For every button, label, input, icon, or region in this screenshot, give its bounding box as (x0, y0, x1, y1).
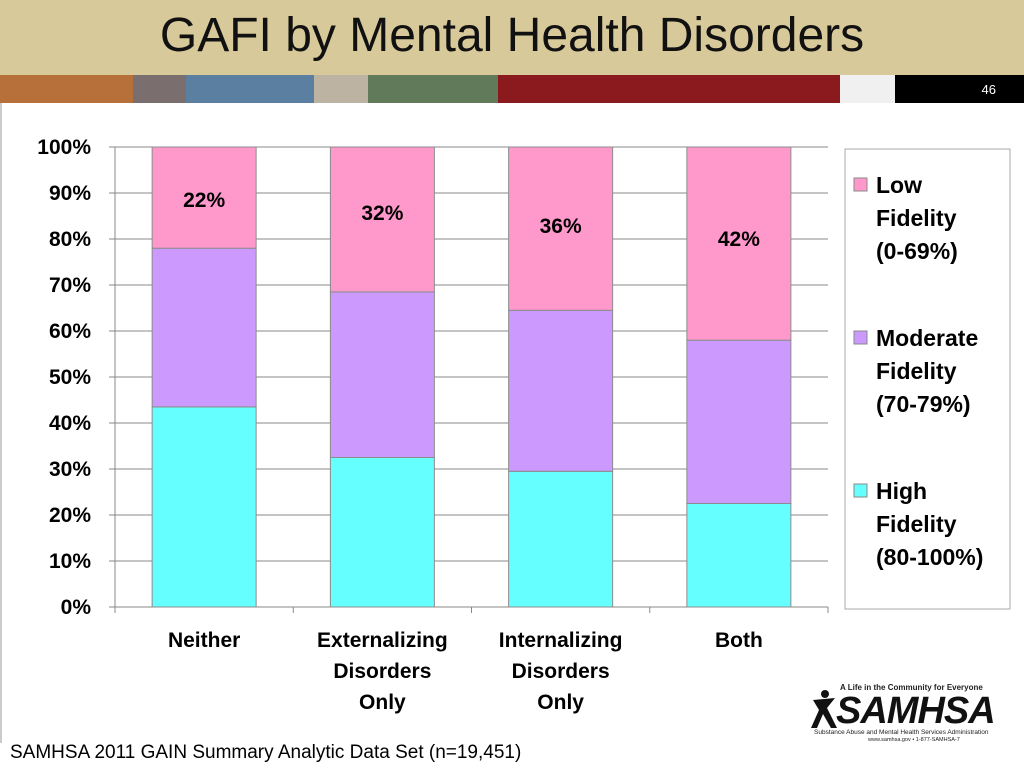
legend-label: Low (876, 172, 922, 198)
x-category-label: Externalizing (317, 629, 448, 652)
chart-area: 0% 10% 20% 30% 40% 50% 60% 70% 80% 90% 100% 22% Neit… (0, 103, 1024, 743)
bar-segment (151, 247, 257, 408)
legend-swatch (853, 483, 868, 498)
stripe-segment (498, 75, 840, 103)
legend-label: Fidelity (876, 205, 957, 231)
bar-segment (508, 309, 614, 472)
bar-segment (151, 406, 257, 608)
x-category-label: Neither (168, 629, 240, 652)
stripe-segment (368, 75, 498, 103)
x-category-label: Disorders (333, 660, 431, 683)
x-category-label: Internalizing (499, 629, 623, 652)
legend-swatch (853, 177, 868, 192)
color-stripe (0, 75, 1024, 103)
legend-label: (70-79%) (876, 391, 971, 417)
y-tick-label: 0% (61, 596, 92, 619)
logo-wordmark: SAMHSA (836, 690, 996, 732)
x-category-label: Disorders (512, 660, 610, 683)
y-tick-label: 80% (49, 228, 91, 251)
x-category-label: Only (537, 691, 584, 714)
y-tick-label: 70% (49, 274, 91, 297)
legend-label: High (876, 478, 927, 504)
bar-segment (686, 503, 792, 608)
legend-label: Fidelity (876, 358, 957, 384)
y-tick-label: 90% (49, 182, 91, 205)
stripe-segment (186, 75, 314, 103)
x-category-label: Both (715, 629, 763, 652)
y-tick-label: 60% (49, 320, 91, 343)
stripe-segment (314, 75, 368, 103)
bar-segment (329, 457, 435, 608)
y-tick-label: 100% (37, 136, 91, 159)
bar-segment (508, 146, 614, 311)
legend-label: Moderate (876, 325, 978, 351)
bar-segment (686, 146, 792, 341)
data-label: 42% (718, 228, 760, 251)
stripe-segment (0, 75, 133, 103)
logo-tagline: A Life in the Community for Everyone (840, 683, 983, 692)
slide-title: GAFI by Mental Health Disorders (159, 9, 865, 62)
bar-segment (686, 339, 792, 504)
stacked-bar-chart: 0% 10% 20% 30% 40% 50% 60% 70% 80% 90% 100% 22% Neit… (37, 136, 1011, 714)
y-tick-label: 30% (49, 458, 91, 481)
logo-subtitle: Substance Abuse and Mental Health Servic… (814, 729, 989, 736)
bar-segment (151, 146, 257, 249)
data-label: 22% (183, 189, 225, 212)
bar-segment (329, 146, 435, 293)
x-category-label: Only (359, 691, 406, 714)
legend-box (844, 148, 1011, 610)
legend-label: (0-69%) (876, 238, 958, 264)
bar-segment (508, 470, 614, 608)
title-band (0, 0, 1024, 75)
y-tick-label: 20% (49, 504, 91, 527)
stripe-segment (840, 75, 895, 103)
source-note: SAMHSA 2011 GAIN Summary Analytic Data S… (10, 742, 522, 763)
y-tick-label: 50% (49, 366, 91, 389)
stripe-segment (133, 75, 186, 103)
data-label: 32% (361, 202, 403, 225)
logo-contact: www.samhsa.gov • 1-877-SAMHSA-7 (868, 737, 960, 743)
bar-segment (329, 291, 435, 458)
y-tick-label: 40% (49, 412, 91, 435)
page-number: 46 (981, 82, 996, 97)
samhsa-figure-icon (811, 690, 837, 728)
legend-label: (80-100%) (876, 544, 983, 570)
stripe-segment (895, 75, 1024, 103)
y-tick-label: 10% (49, 550, 91, 573)
legend-label: Fidelity (876, 511, 957, 537)
data-label: 36% (540, 215, 582, 238)
legend-swatch (853, 330, 868, 345)
